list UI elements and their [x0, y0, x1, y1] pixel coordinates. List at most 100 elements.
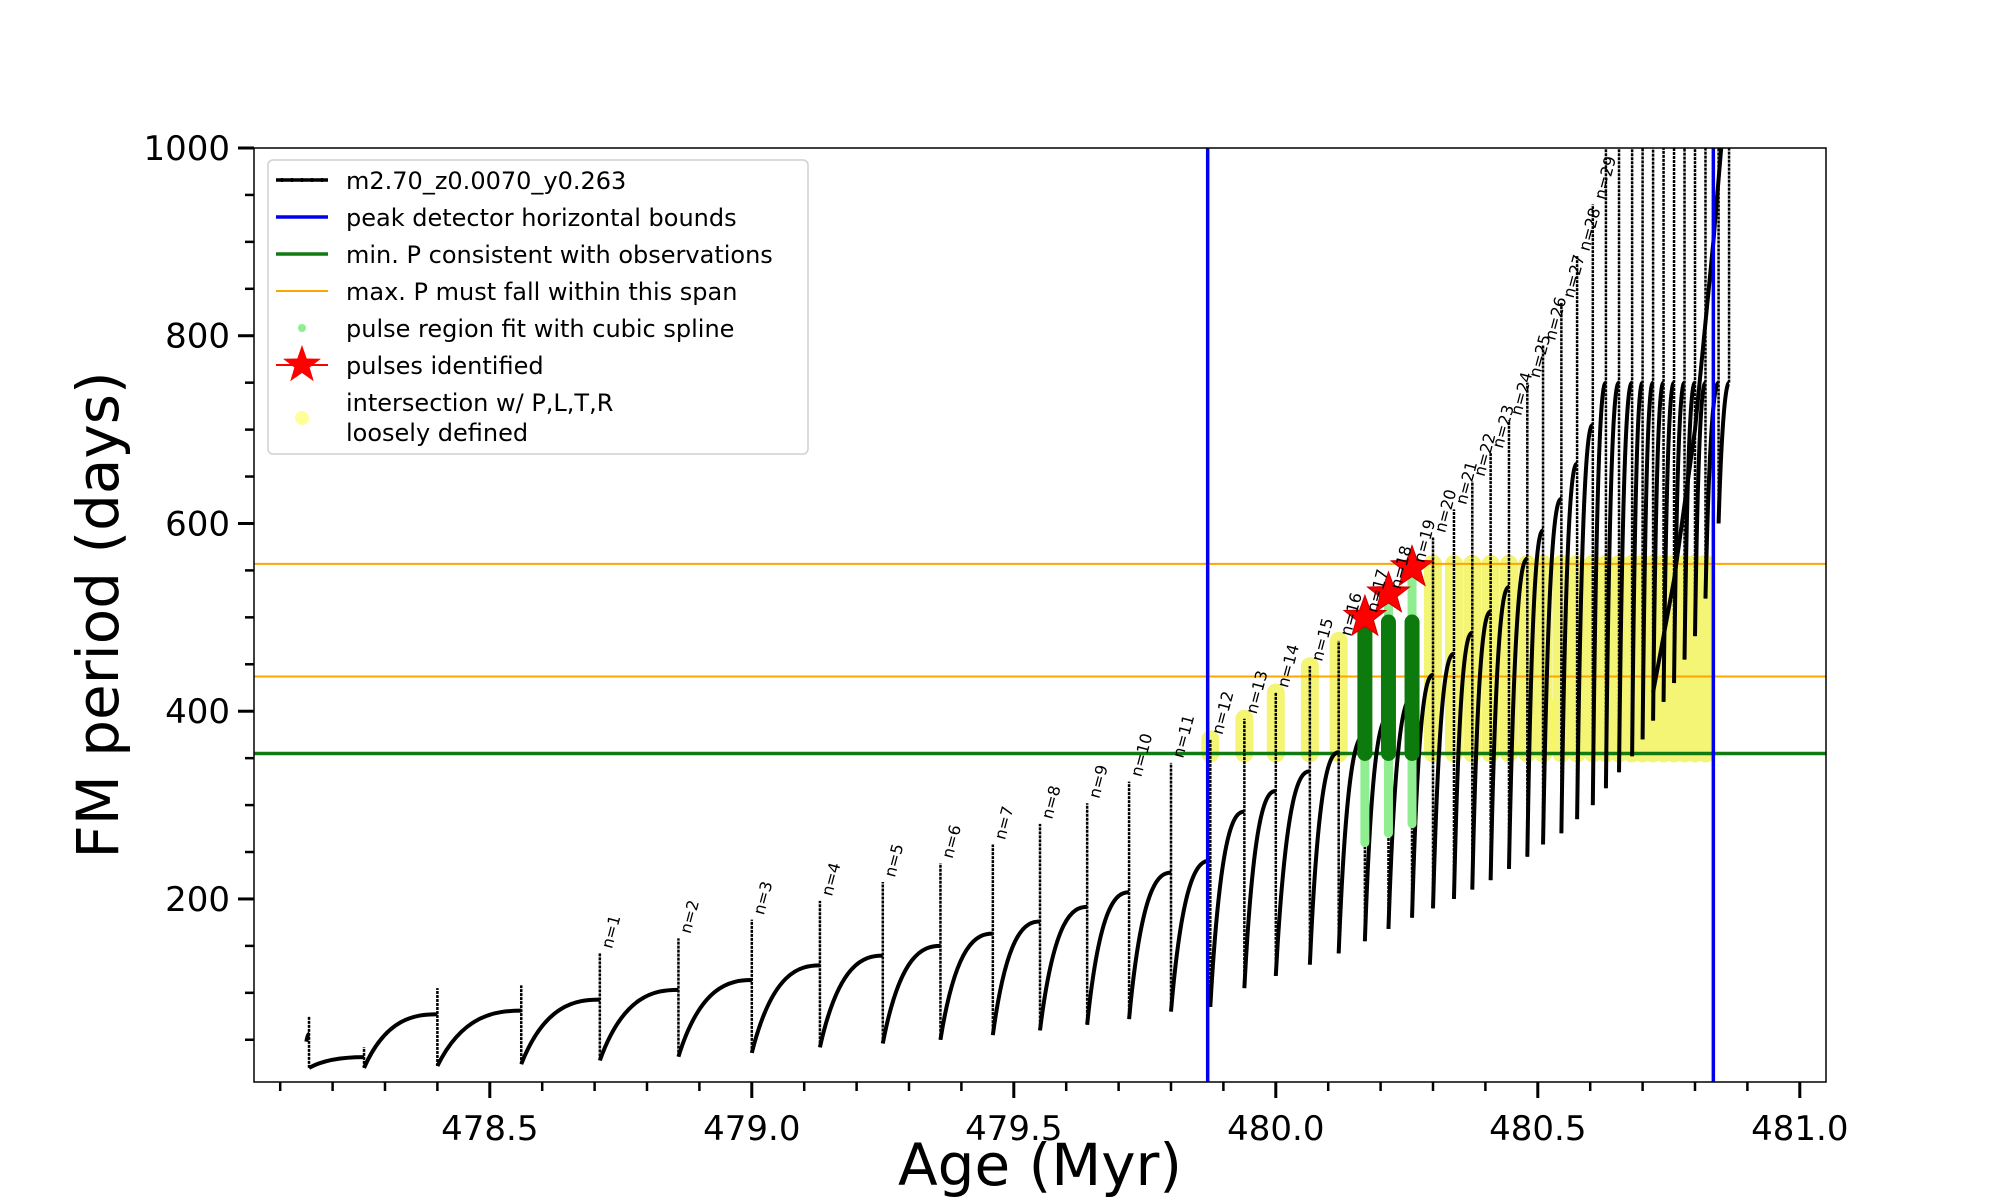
track-segment: [1651, 380, 1665, 721]
pulse-label: n=3: [749, 879, 776, 917]
track-segment: [1630, 380, 1644, 757]
x-axis-title: Age (Myr): [898, 1131, 1182, 1199]
track-segment: [1559, 461, 1578, 834]
y-tick-label: 200: [165, 880, 230, 920]
y-tick-label: 800: [165, 317, 230, 357]
track-segment: [1506, 556, 1528, 869]
plot-frame: [253, 147, 1827, 1083]
track-segment: [1640, 380, 1655, 740]
legend-dot: [320, 178, 324, 182]
legend-label: min. P consistent with observations: [346, 241, 773, 269]
pulse-identified-star: [1366, 570, 1411, 613]
x-tick-label: 478.5: [441, 1109, 538, 1149]
track-segment: [1575, 422, 1594, 820]
x-tick-label: 480.0: [1227, 1109, 1324, 1149]
legend-entry: peak detector horizontal bounds: [276, 204, 737, 232]
legend-label: loosely defined: [346, 419, 528, 447]
track-segment: [990, 919, 1041, 1036]
pulse-identified-star: [1342, 593, 1388, 637]
track-segment: [1590, 380, 1608, 806]
plot-area: [254, 148, 1826, 1082]
legend-dot: [290, 178, 294, 182]
legend-label: pulses identified: [346, 352, 544, 380]
legend-marker: [295, 411, 309, 425]
track-segment: [676, 978, 752, 1058]
x-tick-label: 480.5: [1489, 1109, 1586, 1149]
track-segment: [1672, 380, 1686, 684]
track-segment: [308, 1055, 365, 1070]
y-axis-title: FM period (days): [64, 371, 132, 858]
legend-label: pulse region fit with cubic spline: [346, 315, 734, 343]
track-segment: [1617, 380, 1634, 773]
pulse-label: n=12: [1208, 689, 1238, 736]
pulse-label: n=1: [597, 913, 624, 951]
track-segment: [1410, 672, 1434, 918]
track-segment: [519, 997, 600, 1065]
legend-marker: [298, 324, 306, 332]
track-segment: [1470, 609, 1492, 890]
legend-star: [283, 345, 321, 382]
track-segment: [1541, 496, 1562, 845]
track-segment: [817, 953, 883, 1048]
pulse-identified-star: [1389, 544, 1435, 587]
track-segment: [1451, 630, 1473, 900]
track-segment: [1242, 789, 1277, 989]
x-tick-label: 481.0: [1751, 1109, 1848, 1149]
legend-box: [267, 159, 809, 455]
pulse-label: n=5: [880, 842, 907, 880]
track-segment: [1661, 380, 1676, 702]
y-tick-label: 1000: [143, 129, 230, 169]
track-segment: [938, 931, 993, 1041]
track-segment: [880, 943, 941, 1044]
y-tick-label: 400: [165, 692, 230, 732]
legend-label: m2.70_z0.0070_y0.263: [346, 167, 626, 195]
pulse-label: n=8: [1038, 783, 1065, 821]
track-segment: [1525, 528, 1544, 857]
legend-entry: m2.70_z0.0070_y0.263: [276, 167, 626, 195]
track-segment: [1169, 858, 1211, 1012]
track-final-rise: [1651, 148, 1724, 693]
pulse-label: n=14: [1273, 642, 1303, 689]
track-segment: [1488, 584, 1510, 881]
legend-dot: [300, 178, 304, 182]
pulse-label: n=26: [1541, 295, 1571, 342]
model-track: [304, 148, 1732, 1070]
x-tick-label: 479.0: [703, 1109, 800, 1149]
track-segment: [1682, 380, 1697, 660]
track-segment: [749, 963, 820, 1054]
track-segment: [1431, 651, 1455, 909]
x-tick-label: 479.5: [965, 1109, 1062, 1149]
pulse-label: n=9: [1085, 763, 1112, 801]
track-segment: [1273, 769, 1311, 977]
pulse-label: n=4: [817, 860, 844, 898]
pulse-label: n=29: [1590, 154, 1620, 201]
track-segment: [1085, 890, 1130, 1025]
track-segment: [435, 1008, 522, 1067]
pulse-label: n=6: [938, 823, 965, 861]
pulse-label: n=2: [676, 898, 703, 936]
legend-entry: max. P must fall within this span: [276, 278, 737, 306]
legend-entry: pulse region fit with cubic spline: [298, 315, 734, 343]
legend-dot: [310, 178, 314, 182]
legend-dot: [280, 178, 284, 182]
track-segment: [1603, 380, 1621, 789]
pulse-label: n=7: [990, 804, 1017, 842]
legend-label: peak detector horizontal bounds: [346, 204, 737, 232]
legend-label: max. P must fall within this span: [346, 278, 737, 306]
legend-entry: min. P consistent with observations: [276, 241, 773, 269]
y-tick-label: 600: [165, 504, 230, 544]
track-segment: [1208, 809, 1245, 1008]
pulse-label: n=27: [1559, 253, 1589, 300]
legend-label: intersection w/ P,L,T,R: [346, 389, 613, 417]
legend-entry: pulses identified: [276, 345, 544, 382]
track-segment: [597, 987, 679, 1062]
track-segment: [1716, 380, 1732, 524]
track-segment: [1127, 870, 1172, 1020]
track-segment: [362, 1012, 438, 1069]
pulse-label: n=28: [1575, 206, 1605, 253]
axes: 478.5 479.0 479.5 480.0 480.5 481.0 200 400 600 8…: [143, 129, 1848, 1149]
track-segment: [1038, 904, 1088, 1031]
